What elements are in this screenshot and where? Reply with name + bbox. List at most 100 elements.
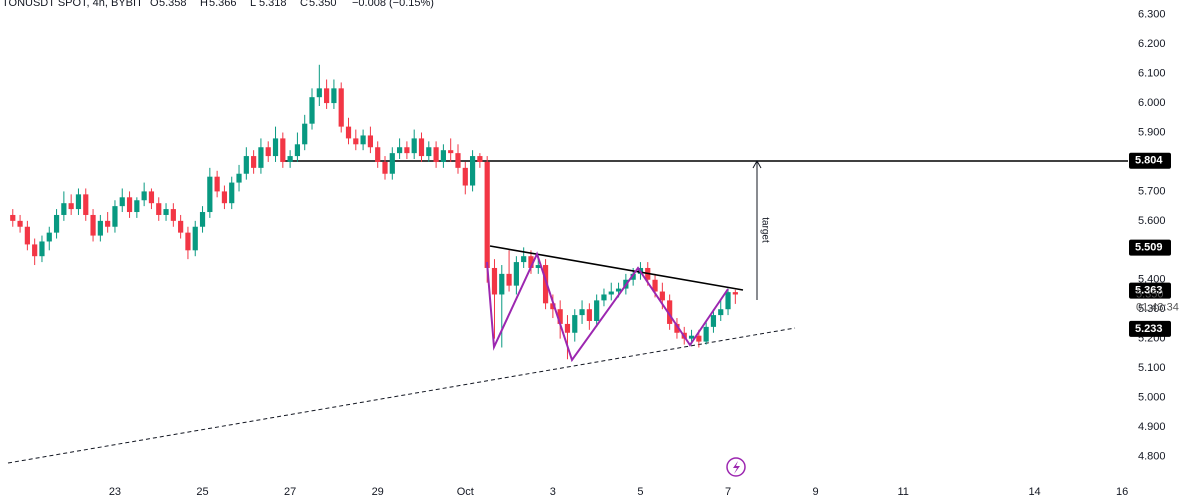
candle-body [550, 303, 556, 310]
candle-body [83, 194, 89, 215]
candle-body [316, 88, 322, 98]
x-tick-label: 9 [813, 486, 819, 498]
candle-body [601, 294, 607, 301]
candle-body [491, 267, 498, 295]
candle-body [375, 147, 381, 162]
candle-body [360, 135, 366, 145]
candle-body [586, 309, 592, 321]
candle-body [389, 153, 395, 174]
candle-body [513, 262, 519, 286]
y-tick-label: 5.700 [1138, 185, 1166, 197]
candle-body [382, 161, 388, 174]
candle-body [732, 292, 738, 295]
candle-body [703, 326, 709, 342]
candle-body [17, 220, 23, 227]
candle-body [272, 138, 279, 157]
legend-header: TONUSDT SPOT, 4h, BYBIT O 5.358 H 5.366 L 5.3… [2, 0, 434, 9]
x-tick-label: 11 [897, 486, 908, 498]
candle-body [426, 147, 432, 157]
candle-body [404, 147, 410, 154]
price-label-box [1129, 239, 1171, 256]
candle-body [345, 126, 352, 139]
x-tick-label: 27 [284, 486, 296, 498]
annotation: target [759, 217, 770, 243]
y-tick-label: 5.900 [1138, 126, 1166, 138]
candle-body [309, 97, 315, 124]
price-label-box [1129, 152, 1171, 169]
candle-body [448, 150, 454, 154]
candle-body [608, 291, 614, 295]
candle-body [542, 265, 549, 304]
ohlc-value: 5.318 [259, 0, 287, 9]
candle-body [185, 232, 191, 251]
candle-body [484, 161, 490, 268]
candle-body [243, 156, 249, 174]
x-tick-label: 16 [1116, 486, 1128, 498]
ohlc-key: O [150, 0, 159, 9]
candle-body [594, 300, 600, 321]
candle-body [68, 203, 74, 210]
candle-body [163, 209, 169, 215]
candle-body [294, 144, 301, 157]
arrow-head [752, 159, 762, 169]
candle-body [126, 197, 133, 213]
ohlc-key: C [300, 0, 308, 9]
candle-body [214, 176, 220, 192]
candle-body [192, 226, 198, 251]
current-price-label: 5.350 [1136, 288, 1164, 300]
candle-body [557, 309, 563, 324]
candle-body [674, 323, 680, 333]
x-tick-label: 14 [1028, 486, 1040, 498]
candle-body [396, 147, 403, 154]
neckline [489, 245, 744, 291]
candle-body [53, 214, 60, 233]
candle-body [170, 209, 176, 221]
candle-body [119, 197, 125, 207]
candle-body [287, 156, 293, 162]
symbol: TONUSDT SPOT, 4h, BYBIT [2, 0, 143, 9]
candle-body [667, 300, 673, 324]
candle-body [229, 182, 235, 204]
price-label-box [1129, 282, 1171, 299]
candle-body [221, 191, 228, 204]
candle-body [302, 123, 308, 145]
x-tick-label: 25 [196, 486, 208, 498]
candle-body [24, 226, 30, 245]
pattern-zigzag [486, 251, 729, 363]
candle-body [710, 315, 717, 327]
candle-body [97, 220, 103, 236]
candle-body [178, 220, 184, 233]
candle-body [112, 206, 118, 227]
event-icon-bolt [733, 461, 740, 474]
trend-line [7, 327, 796, 464]
candle-body [207, 176, 213, 213]
candle-body [236, 173, 242, 183]
candle-body [367, 135, 374, 148]
y-tick-label: 4.900 [1138, 421, 1166, 433]
x-tick-label: 5 [637, 486, 643, 498]
y-tick-label: 6.000 [1138, 97, 1166, 109]
candle-body [156, 203, 162, 215]
candle-body [696, 335, 702, 342]
ohlc-key: L [250, 0, 256, 9]
price-label: 5.804 [1135, 155, 1163, 167]
candle-body [528, 256, 534, 268]
y-tick-label: 6.100 [1138, 68, 1166, 80]
candle-body [725, 292, 731, 310]
candle-body [90, 214, 96, 236]
candle-body [338, 88, 344, 127]
ohlc-key: H [200, 0, 208, 9]
candle-body [440, 150, 446, 162]
candle-body [506, 273, 512, 286]
candle-body [134, 200, 140, 213]
y-tick-label: 5.600 [1138, 215, 1166, 227]
candle-body [564, 323, 571, 333]
y-tick-label: 5.100 [1138, 362, 1166, 374]
candle-body [265, 147, 271, 157]
candle-body [10, 214, 16, 221]
candle-body [39, 241, 45, 257]
candle-body [199, 212, 206, 227]
countdown: 01:43:34 [1136, 301, 1179, 313]
